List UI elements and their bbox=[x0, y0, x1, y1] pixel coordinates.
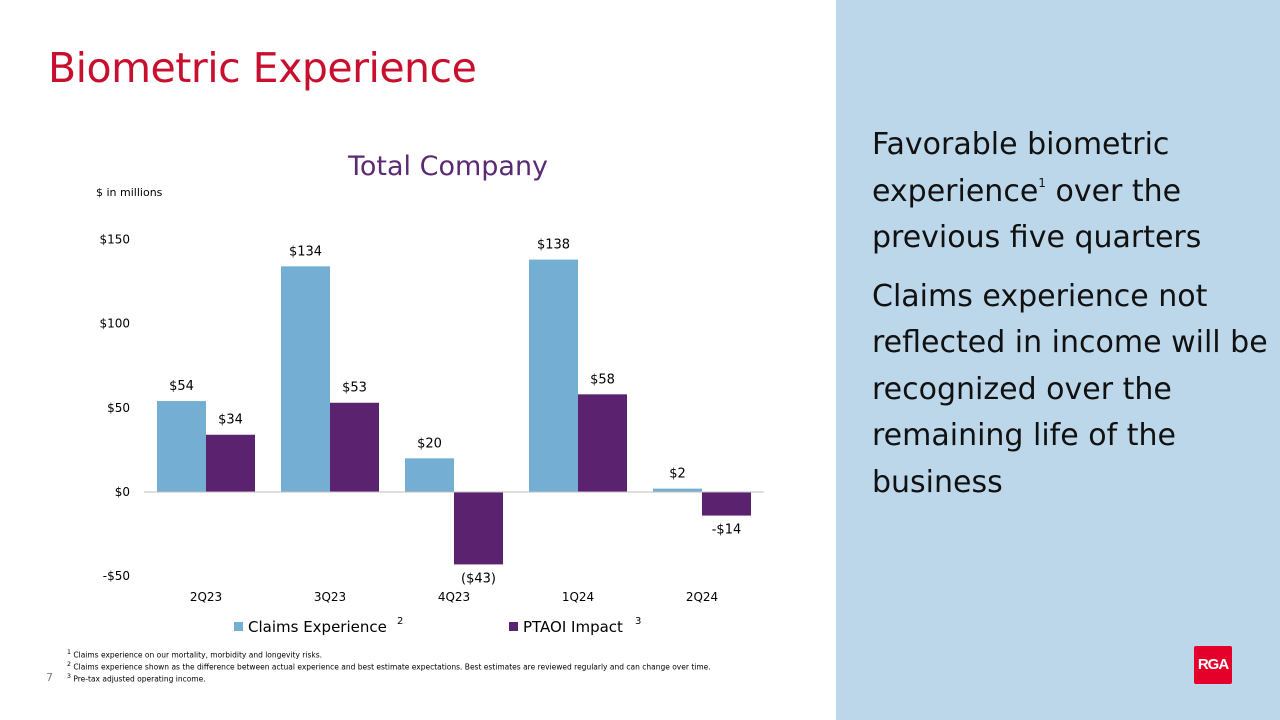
legend-swatch-claims bbox=[234, 622, 243, 631]
legend-label-ptaoi: PTAOI Impact bbox=[523, 618, 623, 636]
bar-chart: Total Company $ in millions $150$100$50$… bbox=[96, 151, 764, 636]
legend-label-claims: Claims Experience bbox=[248, 618, 387, 636]
bar-claims-3q23 bbox=[281, 266, 330, 492]
legend-footnote-ref: 3 bbox=[635, 616, 641, 627]
x-tick-label: 3Q23 bbox=[314, 590, 346, 604]
slide-title: Biometric Experience bbox=[48, 44, 477, 92]
side-summary: Favorable biometric experience1 over the… bbox=[872, 122, 1272, 518]
bar-claims-2q23 bbox=[157, 401, 206, 492]
y-tick-label: $150 bbox=[99, 232, 130, 246]
footnote-2: 2 Claims experience shown as the differe… bbox=[67, 661, 711, 672]
footnote-1: 1 Claims experience on our mortality, mo… bbox=[67, 649, 323, 660]
y-tick-label: $0 bbox=[115, 485, 130, 499]
footnote-3: 3 Pre-tax adjusted operating income. bbox=[67, 673, 206, 684]
data-label-ptaoi-2q23: $34 bbox=[218, 413, 243, 428]
y-tick-label: $100 bbox=[99, 317, 130, 331]
rga-logo: RGA bbox=[1194, 646, 1232, 684]
data-label-ptaoi-4q23: ($43) bbox=[461, 571, 496, 586]
summary-point-1: Favorable biometric experience1 over the… bbox=[872, 127, 1202, 255]
data-label-claims-1q24: $138 bbox=[537, 238, 570, 253]
data-label-ptaoi-1q24: $58 bbox=[590, 372, 615, 387]
x-tick-label: 2Q24 bbox=[686, 590, 718, 604]
legend-footnote-ref: 2 bbox=[397, 616, 403, 627]
data-label-claims-2q24: $2 bbox=[669, 467, 686, 482]
summary-point-2: Claims experience not reflected in incom… bbox=[872, 278, 1268, 500]
x-tick-label: 1Q24 bbox=[562, 590, 594, 604]
x-axis: 2Q23 3Q23 4Q23 1Q24 2Q24 bbox=[190, 590, 718, 604]
bar-ptaoi-3q23 bbox=[330, 402, 379, 492]
bar-ptaoi-1q24 bbox=[578, 394, 627, 492]
side-panel: Favorable biometric experience1 over the… bbox=[836, 0, 1280, 720]
bar-ptaoi-2q24 bbox=[702, 492, 751, 516]
data-labels: $54 $34 $134 $53 $20 ($43) $138 $58 $2 -$14 bbox=[169, 238, 741, 587]
bars bbox=[157, 259, 751, 565]
legend-swatch-ptaoi bbox=[509, 622, 518, 631]
x-tick-label: 4Q23 bbox=[438, 590, 470, 604]
chart-title: Total Company bbox=[347, 151, 548, 182]
footnotes: 1 Claims experience on our mortality, mo… bbox=[67, 648, 822, 684]
data-label-claims-3q23: $134 bbox=[289, 244, 322, 259]
bar-claims-1q24 bbox=[529, 259, 578, 492]
data-label-claims-4q23: $20 bbox=[417, 436, 442, 451]
y-tick-label: -$50 bbox=[103, 569, 130, 583]
y-tick-label: $50 bbox=[107, 401, 130, 415]
unit-label: $ in millions bbox=[96, 186, 163, 199]
x-tick-label: 2Q23 bbox=[190, 590, 222, 604]
bar-claims-4q23 bbox=[405, 458, 454, 492]
data-label-ptaoi-2q24: -$14 bbox=[712, 523, 742, 538]
page-number: 7 bbox=[46, 671, 53, 684]
legend: Claims Experience 2 PTAOI Impact 3 bbox=[234, 616, 641, 636]
data-label-claims-2q23: $54 bbox=[169, 379, 194, 394]
bar-ptaoi-2q23 bbox=[206, 434, 255, 492]
data-label-ptaoi-3q23: $53 bbox=[342, 381, 367, 396]
bar-ptaoi-4q23 bbox=[454, 492, 503, 565]
bar-claims-2q24 bbox=[653, 488, 702, 492]
y-axis: $150 $100 $50 $0 -$50 bbox=[99, 232, 130, 583]
